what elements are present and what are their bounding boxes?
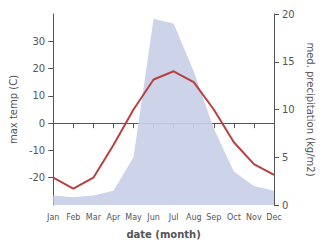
svg-text:Nov: Nov — [246, 213, 262, 222]
svg-text:0: 0 — [282, 200, 288, 211]
svg-text:10: 10 — [32, 90, 45, 101]
svg-text:20: 20 — [282, 9, 295, 20]
svg-text:Jun: Jun — [146, 213, 160, 222]
svg-text:Feb: Feb — [66, 213, 80, 222]
svg-text:15: 15 — [282, 56, 295, 67]
svg-text:20: 20 — [32, 63, 45, 74]
svg-text:Dec: Dec — [266, 213, 281, 222]
svg-text:30: 30 — [32, 36, 45, 47]
svg-text:Apr: Apr — [107, 213, 122, 222]
svg-text:Jan: Jan — [46, 213, 59, 222]
svg-text:med. precipitation (kg/m2): med. precipitation (kg/m2) — [305, 42, 316, 176]
svg-text:Aug: Aug — [186, 213, 202, 222]
svg-text:date (month): date (month) — [126, 229, 200, 240]
svg-text:Mar: Mar — [86, 213, 102, 222]
svg-text:May: May — [125, 213, 142, 222]
svg-text:Oct: Oct — [227, 213, 241, 222]
svg-text:Jul: Jul — [168, 213, 179, 222]
svg-text:Sep: Sep — [206, 213, 221, 222]
svg-text:-10: -10 — [29, 145, 45, 156]
svg-text:0: 0 — [39, 118, 45, 129]
svg-text:5: 5 — [282, 152, 288, 163]
svg-text:10: 10 — [282, 104, 295, 115]
svg-text:max temp (C): max temp (C) — [8, 75, 19, 144]
svg-text:-20: -20 — [29, 172, 45, 183]
